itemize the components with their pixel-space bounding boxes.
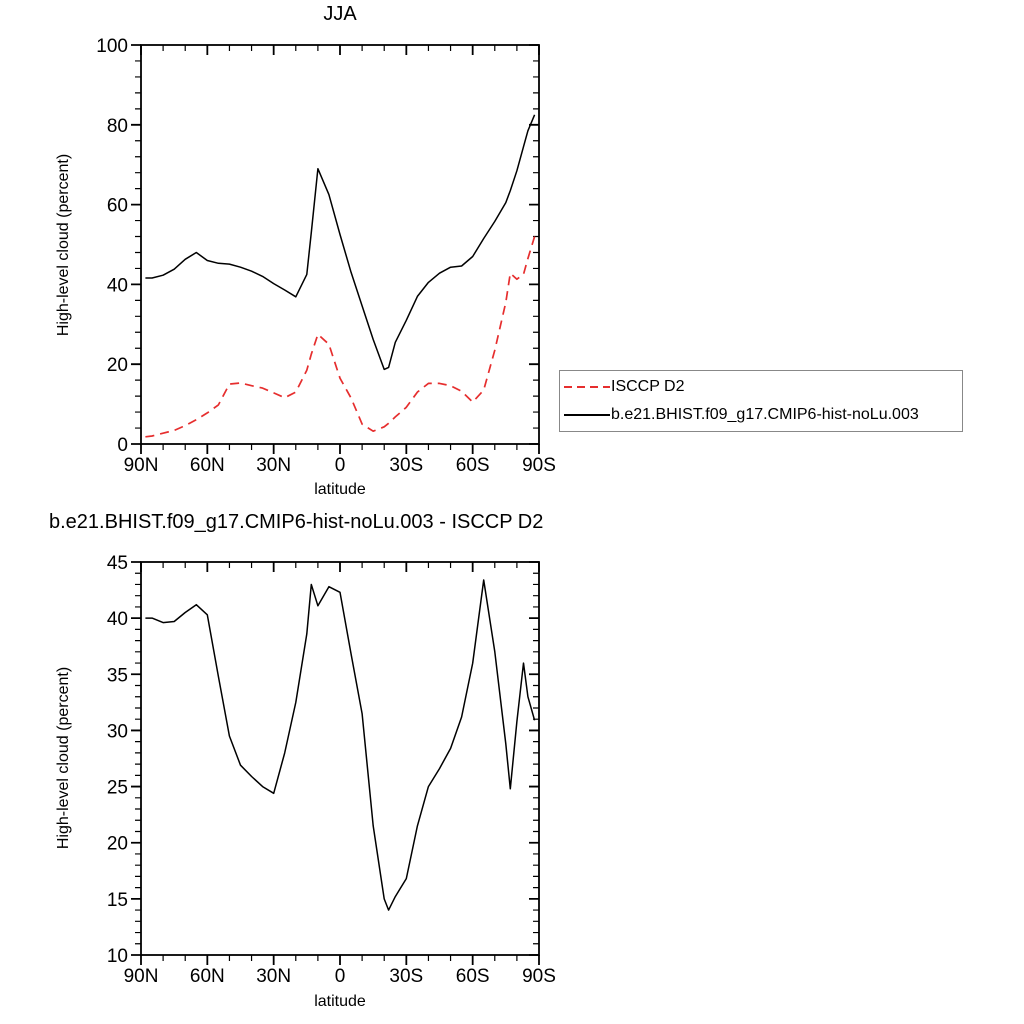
top-chart-title: JJA — [323, 3, 357, 25]
legend-label: b.e21.BHIST.f09_g17.CMIP6-hist-noLu.003 — [611, 406, 919, 423]
y-tick-label: 60 — [107, 196, 128, 217]
series-line-diff — [145, 579, 536, 911]
x-tick-label: 30S — [389, 966, 423, 987]
y-tick-label: 20 — [107, 355, 128, 376]
y-tick-label: 40 — [107, 275, 128, 296]
bottom-chart-y-axis-label: High-level cloud (percent) — [55, 666, 72, 850]
minor-ticks — [135, 562, 539, 961]
x-tick-label: 0 — [335, 455, 346, 476]
legend-solid-line-sample — [564, 414, 610, 416]
legend-item-isccp: ISCCP D2 — [564, 374, 962, 400]
x-tick-label: 90N — [124, 966, 159, 987]
y-tick-label: 80 — [107, 116, 128, 137]
x-tick-label: 30N — [256, 966, 291, 987]
legend: ISCCP D2 b.e21.BHIST.f09_g17.CMIP6-hist-… — [559, 370, 963, 432]
bottom-chart-x-axis-label: latitude — [314, 993, 366, 1010]
y-tick-label: 0 — [117, 435, 128, 456]
legend-dashed-line-sample — [564, 386, 610, 388]
x-tick-label: 60N — [190, 455, 225, 476]
y-tick-label: 15 — [107, 890, 128, 911]
major-ticks — [131, 44, 540, 454]
y-tick-label: 10 — [107, 946, 128, 967]
legend-label: ISCCP D2 — [611, 378, 685, 395]
series-line-0 — [145, 236, 536, 438]
y-tick-label: 20 — [107, 834, 128, 855]
legend-item-model: b.e21.BHIST.f09_g17.CMIP6-hist-noLu.003 — [564, 402, 962, 428]
y-tick-label: 30 — [107, 721, 128, 742]
y-tick-label: 25 — [107, 778, 128, 799]
y-tick-label: 45 — [107, 553, 128, 574]
minor-ticks — [135, 45, 539, 450]
y-tick-label: 40 — [107, 609, 128, 630]
top-chart-y-axis-label: High-level cloud (percent) — [55, 153, 72, 337]
x-tick-label: 90N — [124, 455, 159, 476]
y-tick-label: 35 — [107, 665, 128, 686]
x-tick-label: 30N — [256, 455, 291, 476]
x-tick-label: 60S — [456, 966, 490, 987]
axis-frame — [140, 44, 540, 445]
x-tick-label: 90S — [522, 455, 556, 476]
series-line-1 — [145, 114, 536, 371]
x-tick-label: 60S — [456, 455, 490, 476]
y-tick-label: 100 — [96, 36, 128, 57]
x-tick-label: 30S — [389, 455, 423, 476]
x-tick-label: 60N — [190, 966, 225, 987]
x-tick-label: 0 — [335, 966, 346, 987]
top-chart-x-axis-label: latitude — [314, 481, 366, 498]
axis-frame — [140, 561, 540, 956]
x-tick-label: 90S — [522, 966, 556, 987]
bottom-chart-title: b.e21.BHIST.f09_g17.CMIP6-hist-noLu.003 … — [49, 511, 544, 533]
